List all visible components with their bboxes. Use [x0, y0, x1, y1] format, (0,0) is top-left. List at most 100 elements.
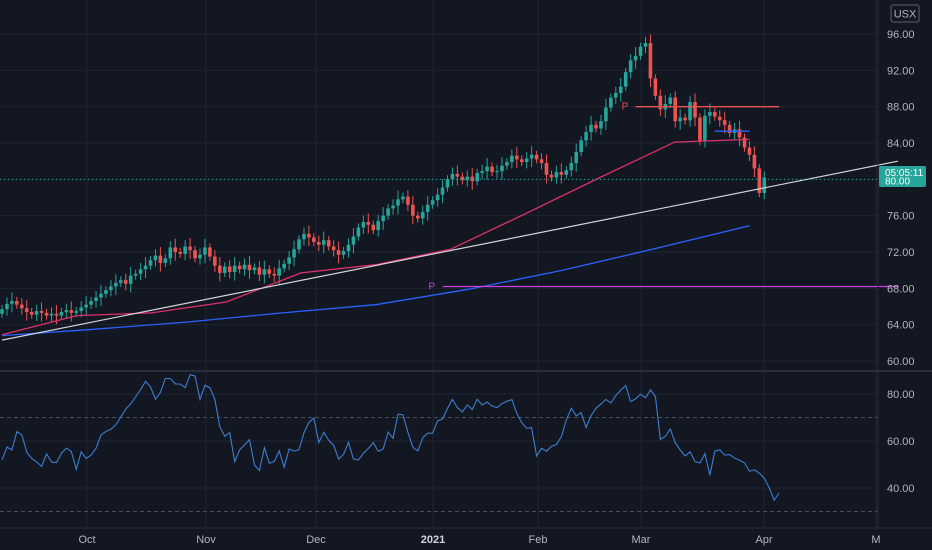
candle-body — [708, 112, 712, 116]
candle-body — [376, 221, 380, 231]
rsi-line — [1, 374, 780, 502]
candle-body — [59, 311, 64, 316]
candle-body — [594, 124, 598, 129]
grid-lines — [0, 0, 878, 528]
candle-body — [713, 112, 717, 117]
candle-body — [326, 240, 331, 247]
candle-body — [341, 251, 346, 255]
candle-body — [138, 269, 143, 274]
bar-countdown-label: 05:05:11 — [885, 168, 924, 179]
candle-body — [564, 170, 569, 175]
candle-body — [188, 246, 192, 251]
candle-body — [381, 215, 385, 222]
candle-body — [653, 78, 658, 96]
candle-body — [609, 97, 613, 108]
price-tick-label: 68.00 — [887, 283, 915, 295]
candle-body — [614, 93, 618, 98]
time-tick-label: Oct — [78, 534, 95, 546]
candle-body — [505, 162, 509, 166]
candle-body — [198, 254, 202, 259]
symbol-badge-label: USX — [894, 9, 917, 21]
candle-body — [435, 194, 440, 201]
price-pane: PP — [0, 34, 899, 341]
candle-body — [430, 200, 435, 205]
candle-body — [658, 95, 663, 110]
candle-body — [133, 273, 138, 276]
time-tick-label: Feb — [529, 534, 548, 546]
level-marker-label: P — [622, 102, 629, 113]
candle-body — [401, 196, 405, 200]
candle-body — [20, 304, 24, 309]
candle-body — [554, 172, 559, 178]
candle-body — [94, 297, 98, 302]
candle-body — [519, 159, 524, 163]
candle-body — [317, 242, 321, 245]
candle-body — [153, 255, 158, 261]
candle-body — [737, 129, 742, 138]
candle-body — [173, 247, 178, 252]
rsi-pane — [0, 374, 878, 512]
candle-body — [143, 265, 148, 270]
candle-body — [24, 308, 29, 312]
candle-body — [638, 46, 643, 56]
candle-body — [79, 307, 83, 312]
candle-body — [148, 260, 153, 266]
candle-body — [227, 266, 232, 272]
candle-body — [440, 187, 445, 195]
candle-body — [74, 311, 79, 313]
candle-body — [752, 154, 757, 169]
candle-body — [500, 165, 504, 172]
candle-body — [312, 237, 316, 243]
candle-body — [762, 177, 767, 193]
candle-body — [465, 176, 470, 181]
candle-body — [222, 266, 227, 273]
candle-body — [747, 147, 752, 155]
candle-body — [420, 212, 425, 219]
candle-body — [757, 168, 762, 193]
time-tick-label: Dec — [306, 534, 326, 546]
candle-body — [49, 313, 54, 316]
candle-body — [307, 233, 311, 238]
candle-body — [386, 208, 390, 216]
time-tick-label: Nov — [196, 534, 216, 546]
candle-body — [361, 222, 366, 228]
candle-body — [104, 290, 108, 294]
candle-body — [717, 116, 722, 121]
candle-body — [683, 117, 687, 121]
time-tick-label: M — [871, 534, 880, 546]
candle-body — [544, 162, 549, 175]
candle-body — [163, 258, 168, 263]
candle-body — [416, 215, 420, 219]
candle-body — [351, 236, 356, 245]
candle-body — [460, 176, 465, 181]
candle-body — [455, 173, 460, 177]
candle-body — [331, 246, 336, 251]
candle-body — [722, 120, 727, 125]
candle-body — [168, 247, 173, 259]
price-tick-label: 60.00 — [887, 356, 915, 368]
candle-body — [366, 222, 371, 225]
candle-body — [208, 247, 212, 257]
candle-body — [628, 60, 633, 73]
candle-body — [569, 162, 574, 171]
slow-moving-average-line — [1, 225, 750, 337]
candle-body — [242, 264, 247, 270]
symbol-badge[interactable]: USX — [890, 4, 920, 23]
candle-body — [84, 304, 88, 308]
candle-body — [534, 154, 539, 160]
price-tick-label: 76.00 — [887, 211, 915, 223]
candle-body — [589, 124, 593, 133]
candle-body — [406, 196, 410, 205]
candle-body — [158, 255, 163, 263]
candle-body — [371, 224, 376, 231]
candle-body — [15, 301, 19, 305]
candle-body — [39, 311, 44, 313]
candle-body — [515, 155, 519, 160]
candle-body — [89, 301, 93, 305]
candle-body — [232, 265, 237, 272]
candle-body — [237, 265, 242, 270]
candle-body — [698, 117, 702, 142]
candle-body — [450, 173, 455, 180]
candle-body — [297, 239, 301, 250]
candle-body — [64, 310, 69, 312]
